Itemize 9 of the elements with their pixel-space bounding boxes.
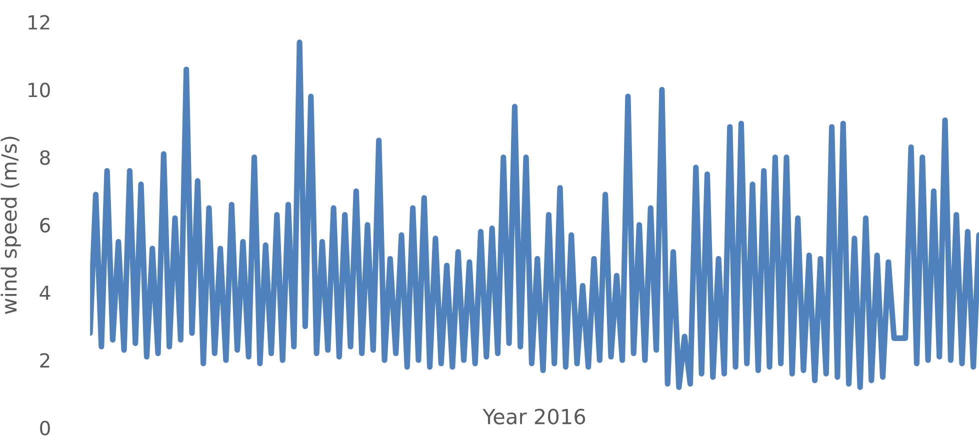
y-tick-label: 10 (28, 82, 50, 98)
y-tick-label: 8 (40, 150, 50, 165)
y-tick-label: 12 (28, 15, 50, 30)
y-tick-label: 6 (40, 218, 50, 233)
y-tick-label: 2 (40, 353, 50, 368)
y-tick-label: 4 (40, 286, 50, 300)
x-axis-title: Year 2016 (482, 408, 586, 424)
y-tick-label: 0 (40, 420, 50, 436)
y-axis-title: wind speed (m/s) (0, 136, 21, 314)
